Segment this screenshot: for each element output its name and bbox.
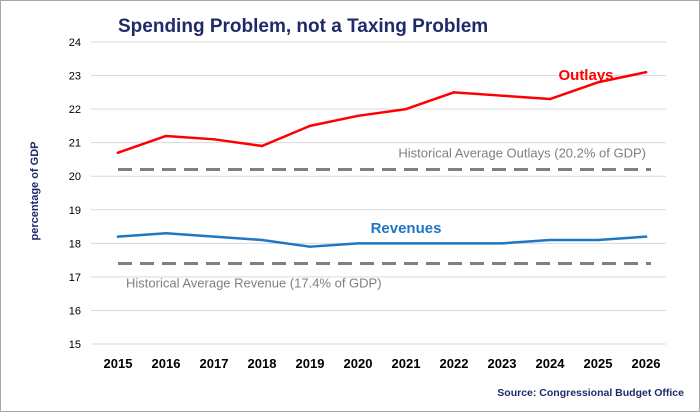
reference-lines: Historical Average Outlays (20.2% of GDP…: [118, 146, 651, 290]
x-tick-label: 2021: [392, 356, 421, 371]
data-point: [404, 107, 408, 111]
x-tick-label: 2019: [296, 356, 325, 371]
data-point: [452, 242, 456, 245]
data-point: [212, 138, 216, 141]
chart-title: Spending Problem, not a Taxing Problem: [118, 16, 488, 37]
series-lines: [116, 70, 648, 248]
series-labels: Outlays Revenues: [371, 67, 614, 237]
x-tick-label: 2017: [200, 356, 229, 371]
y-tick-label: 17: [69, 272, 81, 284]
y-tick-label: 15: [69, 339, 81, 351]
x-tick-label: 2023: [488, 356, 517, 371]
data-point: [596, 238, 600, 242]
y-tick-labels: 15 16 17 18 19 20 21 22 23 24: [69, 37, 81, 351]
data-point: [308, 124, 312, 128]
data-point: [260, 144, 264, 148]
data-point: [356, 242, 360, 245]
reference-line-label: Historical Average Outlays (20.2% of GDP…: [398, 146, 646, 161]
y-tick-label: 20: [69, 171, 81, 183]
data-point: [116, 235, 120, 238]
data-point: [644, 70, 648, 74]
source-note: Source: Congressional Budget Office: [497, 387, 684, 399]
series-label: Revenues: [371, 220, 442, 237]
series-line: [116, 70, 648, 154]
y-tick-label: 21: [69, 138, 81, 150]
data-point: [500, 94, 504, 97]
data-point: [500, 242, 504, 245]
x-tick-label: 2022: [440, 356, 469, 371]
data-point: [548, 97, 552, 101]
data-point: [308, 245, 312, 248]
reference-line-label: Historical Average Revenue (17.4% of GDP…: [126, 275, 382, 290]
x-tick-label: 2015: [104, 356, 133, 371]
series-line: [116, 232, 648, 248]
data-point: [356, 114, 360, 118]
data-point: [644, 235, 648, 238]
x-tick-label: 2018: [248, 356, 277, 371]
series-label: Outlays: [558, 67, 613, 84]
data-point: [116, 151, 120, 154]
y-tick-label: 23: [69, 71, 81, 83]
x-tick-label: 2016: [152, 356, 181, 371]
x-tick-labels: 2015 2016 2017 2018 2019 2020 2021 2022 2023 2024…: [104, 356, 661, 371]
data-point: [548, 238, 552, 242]
data-point: [212, 235, 216, 238]
x-tick-label: 2024: [536, 356, 566, 371]
x-tick-label: 2025: [584, 356, 613, 371]
y-tick-label: 22: [69, 104, 81, 116]
y-tick-label: 24: [69, 37, 81, 49]
y-tick-label: 16: [69, 305, 81, 317]
x-tick-label: 2020: [344, 356, 373, 371]
data-point: [164, 232, 168, 235]
data-point: [260, 238, 264, 242]
data-point: [596, 81, 600, 84]
gridlines: [91, 41, 666, 345]
y-tick-label: 19: [69, 205, 81, 217]
y-axis-label: percentage of GDP: [29, 141, 41, 240]
data-point: [404, 242, 408, 245]
x-tick-label: 2026: [632, 356, 661, 371]
y-tick-label: 18: [69, 238, 81, 250]
data-point: [452, 91, 456, 94]
data-point: [164, 134, 168, 138]
